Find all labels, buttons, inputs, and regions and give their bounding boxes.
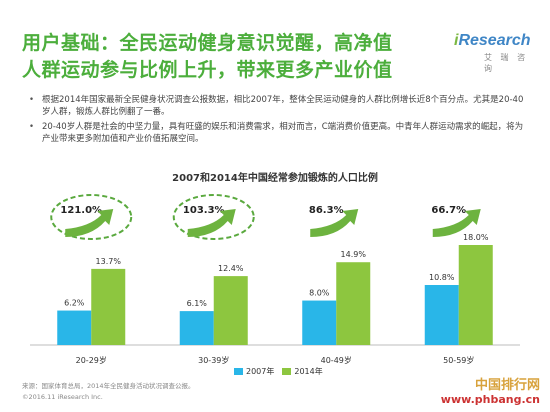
chart-title: 2007和2014年中国经常参加锻炼的人口比例 xyxy=(172,173,378,184)
headline-line-2: 人群运动参与比例上升，带来更多产业价值 xyxy=(22,59,393,81)
data-label-2014: 13.7% xyxy=(96,257,122,266)
data-label-2014: 12.4% xyxy=(218,264,244,273)
watermark: 中国排行网 www.phbang.cn xyxy=(441,374,540,406)
legend-swatch-2007 xyxy=(234,368,243,375)
legend-item-2014: 2014年 xyxy=(282,366,323,377)
category-label: 20-29岁 xyxy=(76,355,107,365)
growth-circle xyxy=(50,194,133,240)
legend-label-2007: 2007年 xyxy=(246,367,275,376)
growth-arrow-icon xyxy=(432,209,481,237)
bar-2014 xyxy=(91,268,126,345)
data-label-2007: 6.1% xyxy=(187,299,208,308)
logo-mark: iResearch xyxy=(454,32,531,50)
growth-label: 103.3% xyxy=(183,205,225,216)
growth-arrow-icon xyxy=(187,209,236,237)
data-label-2014: 18.0% xyxy=(463,233,489,242)
logo-brand: Research xyxy=(458,32,531,49)
bullet-list: 根据2014年国家最新全民健身状况调查公报数据，相比2007年，整体全民运动健身… xyxy=(26,94,526,148)
copyright: ©2016.11 iResearch Inc. xyxy=(22,393,103,401)
headline-line-1: 用户基础：全民运动健身意识觉醒，高净值 xyxy=(22,32,393,54)
logo-i: i xyxy=(454,32,459,49)
growth-label: 121.0% xyxy=(60,205,102,216)
bar-2007 xyxy=(302,300,337,345)
growth-label: 86.3% xyxy=(309,205,344,216)
bar-2014 xyxy=(336,262,371,345)
data-label-2007: 6.2% xyxy=(64,299,85,308)
legend-swatch-2014 xyxy=(282,368,292,375)
growth-arrow-icon xyxy=(65,209,114,237)
headline: 用户基础：全民运动健身意识觉醒，高净值 人群运动参与比例上升，带来更多产业价值 xyxy=(22,30,452,84)
source-note: 来源：国家体育总局，2014年全民健身活动状况调查公报。 xyxy=(22,382,195,390)
data-label-2007: 10.8% xyxy=(429,273,455,282)
watermark-url: www.phbang.cn xyxy=(440,393,540,406)
data-label-2007: 8.0% xyxy=(309,289,330,298)
bar-2014 xyxy=(458,245,493,345)
bar-2007 xyxy=(57,310,92,345)
legend-label-2014: 2014年 xyxy=(294,367,323,376)
logo-subtitle: 艾 瑞 咨 询 xyxy=(484,53,529,73)
bullet-2: 20-40岁人群是社会的中坚力量，具有旺盛的娱乐和消费需求，相对而言，C端消费价… xyxy=(26,121,526,145)
chart-legend: 2007年 2014年 xyxy=(234,366,331,377)
bar-2007 xyxy=(424,285,459,345)
bullet-1: 根据2014年国家最新全民健身状况调查公报数据，相比2007年，整体全民运动健身… xyxy=(26,94,526,118)
watermark-title: 中国排行网 xyxy=(474,378,540,393)
growth-circle xyxy=(172,194,255,240)
legend-item-2007: 2007年 xyxy=(234,366,274,377)
iresearch-logo: iResearch 艾 瑞 咨 询 xyxy=(450,32,540,73)
category-label: 40-49岁 xyxy=(321,355,352,365)
growth-arrow-icon xyxy=(310,209,359,237)
bar-2014 xyxy=(213,276,248,345)
data-label-2014: 14.9% xyxy=(341,250,367,259)
bar-2007 xyxy=(179,311,214,345)
category-label: 30-39岁 xyxy=(198,355,229,365)
growth-label: 66.7% xyxy=(431,205,466,216)
category-label: 50-59岁 xyxy=(443,355,474,365)
